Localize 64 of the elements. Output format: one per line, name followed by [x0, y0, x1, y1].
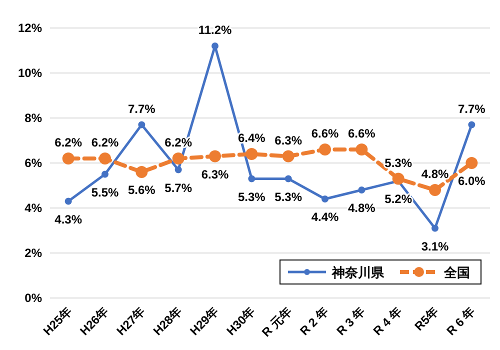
point: [284, 175, 292, 182]
data-label: 6.6%: [311, 126, 339, 140]
point: [358, 186, 366, 194]
point: [138, 121, 146, 128]
data-label: 5.3%: [384, 156, 412, 170]
x-tick-label: R 6 年: [444, 304, 478, 338]
data-label: 7.7%: [128, 102, 156, 116]
x-tick-label: R 2 年: [297, 304, 332, 338]
y-tick-label: 10%: [18, 66, 42, 80]
point: [282, 150, 294, 162]
data-label: 6.2%: [54, 136, 82, 150]
point: [248, 175, 256, 182]
y-tick-label: 12%: [18, 21, 42, 35]
x-tick-label: R 4 年: [370, 304, 404, 338]
point: [212, 42, 218, 50]
data-label: 6.6%: [348, 126, 376, 140]
point: [466, 157, 478, 169]
data-label: 4.4%: [311, 210, 339, 224]
point: [392, 172, 404, 185]
data-label: 5.2%: [384, 192, 412, 206]
point: [102, 170, 108, 178]
point: [172, 152, 184, 164]
point: [432, 224, 438, 232]
data-label: 5.5%: [91, 185, 119, 200]
x-tick-label: R5年: [412, 304, 442, 334]
data-label: 6.3%: [274, 133, 302, 148]
data-label: 4.8%: [421, 167, 449, 181]
data-label: 5.7%: [164, 180, 192, 195]
y-tick-label: 4%: [24, 201, 42, 215]
point: [356, 144, 368, 156]
point: [174, 166, 182, 174]
point: [136, 166, 148, 178]
x-tick-label: H28年: [150, 304, 184, 338]
point: [319, 144, 331, 156]
x-tick-label: H26年: [77, 304, 112, 338]
x-tick-label: R 元年: [259, 304, 294, 340]
x-tick-label: R 3 年: [334, 304, 368, 338]
point: [468, 121, 476, 128]
legend-label: 全国: [443, 265, 470, 280]
data-label: 6.2%: [91, 136, 119, 150]
point: [246, 148, 258, 160]
point: [209, 150, 221, 162]
data-label: 3.1%: [421, 239, 449, 254]
point: [62, 152, 74, 164]
data-label: 5.3%: [238, 190, 266, 204]
point: [322, 196, 328, 202]
data-label: 4.8%: [348, 201, 376, 215]
data-label: 11.2%: [198, 23, 232, 37]
legend-label: 神奈川県: [331, 265, 385, 280]
y-tick-label: 6%: [24, 156, 42, 170]
y-tick-label: 0%: [24, 291, 42, 305]
data-label: 6.3%: [201, 167, 229, 182]
point: [64, 198, 72, 205]
y-tick-label: 2%: [24, 246, 42, 260]
y-tick-label: 8%: [24, 111, 42, 125]
x-tick-label: H29年: [187, 304, 222, 338]
point: [99, 152, 111, 164]
data-label: 5.3%: [274, 190, 302, 204]
x-tick-label: H30年: [224, 304, 258, 338]
data-label: 6.0%: [458, 174, 486, 188]
point: [429, 184, 441, 196]
data-label: 4.3%: [54, 212, 82, 226]
data-label: 7.7%: [458, 102, 486, 116]
data-label: 5.6%: [128, 183, 156, 197]
